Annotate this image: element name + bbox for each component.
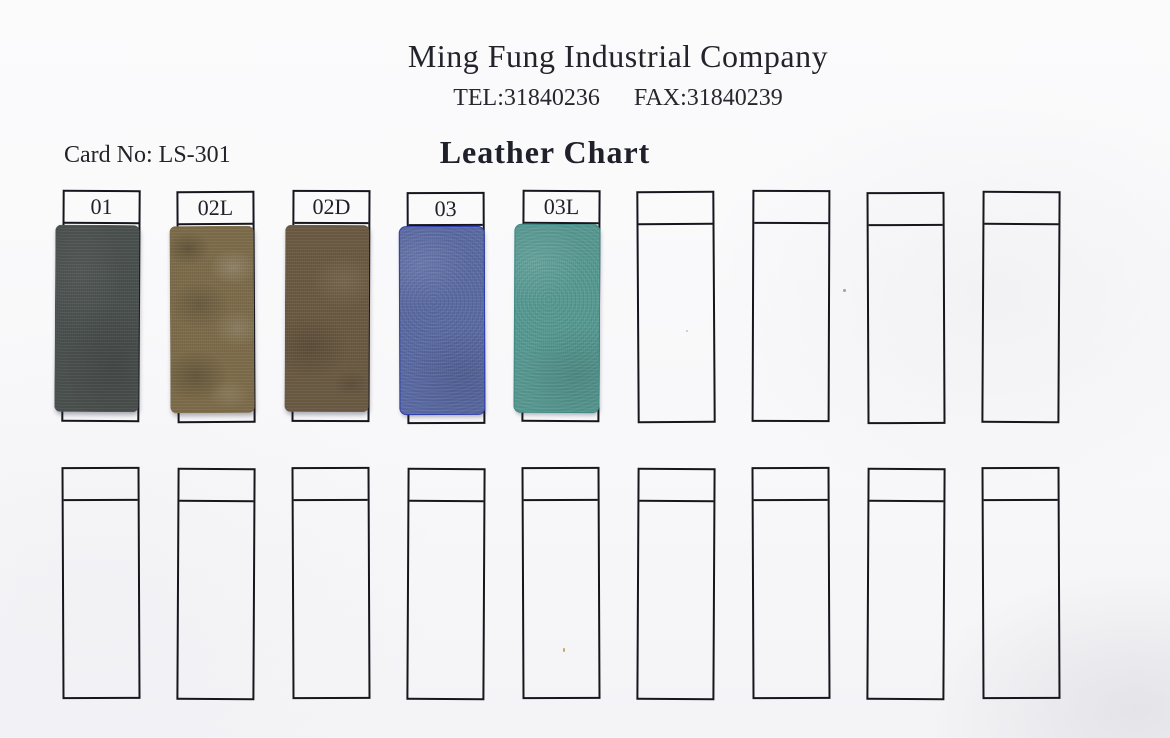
scan-speck xyxy=(563,648,565,652)
leather-swatch-02D xyxy=(284,224,370,413)
swatch-slot: 03L xyxy=(514,189,601,423)
swatch-row-2 xyxy=(61,466,1061,701)
slot-header xyxy=(639,469,714,503)
slot-header: 02D xyxy=(294,191,369,225)
slot-code-label: 02L xyxy=(197,194,234,221)
slot-header xyxy=(409,469,484,503)
swatch-slot xyxy=(751,189,831,423)
slot-header xyxy=(638,192,713,226)
swatch-slot xyxy=(866,191,946,425)
swatch-grid: 01 02L 02D 03 03L xyxy=(54,189,1061,701)
slot-header xyxy=(754,191,829,225)
swatch-slot: 03 xyxy=(399,191,486,425)
slot-code-label: 03 xyxy=(434,195,457,222)
swatch-slot xyxy=(406,467,486,701)
swatch-slot: 02L xyxy=(169,190,256,424)
slot-code-label: 02D xyxy=(312,193,351,220)
tel-number: TEL:31840236 xyxy=(453,85,600,111)
slot-header xyxy=(983,468,1058,502)
swatch-slot xyxy=(521,466,601,700)
fax-number: FAX:31840239 xyxy=(633,85,783,111)
slot-header xyxy=(984,192,1059,226)
scan-speck xyxy=(843,289,846,292)
swatch-slot: 02D xyxy=(284,189,371,423)
contact-line: TEL:31840236 FAX:31840239 xyxy=(66,85,1170,112)
slot-header xyxy=(868,193,943,227)
slot-header xyxy=(179,469,254,503)
leather-swatch-03 xyxy=(399,226,485,415)
slot-header xyxy=(523,468,598,502)
swatch-slot xyxy=(61,466,141,700)
swatch-slot xyxy=(981,190,1061,424)
card-number: Card No: LS-301 xyxy=(64,142,231,168)
slot-header xyxy=(63,468,138,502)
company-name: Ming Fung Industrial Company xyxy=(407,38,829,74)
swatch-slot xyxy=(866,467,946,701)
swatch-slot xyxy=(981,466,1061,700)
slot-header xyxy=(753,468,828,502)
swatch-slot xyxy=(751,466,831,700)
slot-code-label: 03L xyxy=(543,193,580,220)
swatch-slot xyxy=(636,467,716,701)
slot-header: 03 xyxy=(408,193,483,227)
slot-header xyxy=(293,468,368,502)
swatch-slot: 01 xyxy=(54,189,141,423)
company-header: Ming Fung Industrial Company TEL:3184023… xyxy=(0,38,1170,112)
leather-swatch-01 xyxy=(54,224,140,413)
scan-speck xyxy=(686,330,688,332)
slot-code-label: 01 xyxy=(90,193,113,220)
leather-swatch-02L xyxy=(169,225,255,414)
page-title: Leather Chart xyxy=(439,134,651,170)
swatch-slot xyxy=(636,190,716,424)
slot-header: 01 xyxy=(64,191,139,225)
slot-header: 03L xyxy=(524,191,599,225)
swatch-row-1: 01 02L 02D 03 03L xyxy=(54,189,1061,425)
swatch-slot xyxy=(291,466,371,700)
slot-header: 02L xyxy=(178,192,253,226)
swatch-slot xyxy=(176,467,256,701)
slot-header xyxy=(869,469,944,503)
leather-swatch-03L xyxy=(514,224,600,413)
